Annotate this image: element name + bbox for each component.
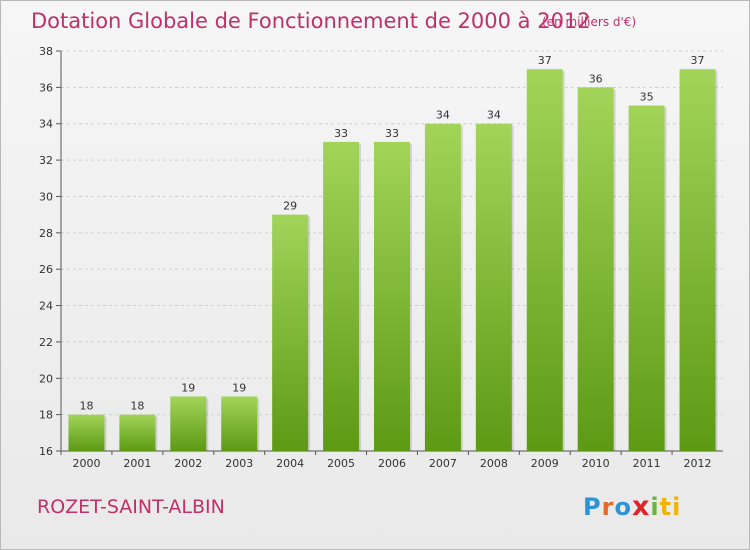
bar-value-label: 33 [334,127,348,140]
y-tick-label: 22 [39,336,53,349]
y-tick-label: 38 [39,45,53,58]
y-tick-label: 34 [39,118,53,131]
bar-value-label: 37 [538,54,552,67]
y-tick-label: 20 [39,372,53,385]
bar [119,414,156,451]
logo-letter: x [631,491,651,522]
logo-letter: o [614,493,632,521]
bar-value-label: 29 [283,200,297,213]
x-tick-label: 2002 [174,457,202,470]
x-tick-label: 2009 [531,457,559,470]
chart-title: Dotation Globale de Fonctionnement de 20… [31,9,591,33]
bar [170,396,207,451]
bar [526,69,563,451]
y-tick-label: 24 [39,300,53,313]
y-tick-label: 32 [39,154,53,167]
logo-letter: i [650,493,660,521]
bar [221,396,258,451]
bar-value-label: 33 [385,127,399,140]
y-tick-label: 26 [39,263,53,276]
y-tick-label: 36 [39,81,53,94]
y-tick-label: 16 [39,445,53,458]
bar [424,123,461,452]
x-tick-label: 2003 [225,457,253,470]
x-tick-label: 2006 [378,457,406,470]
x-tick-label: 2005 [327,457,355,470]
bar-value-label: 34 [487,109,501,122]
proxiti-logo[interactable]: Proxiti [583,491,681,522]
bar-value-label: 18 [130,400,144,413]
bar-value-label: 34 [436,109,450,122]
logo-letter: ti [659,493,682,521]
y-tick-label: 18 [39,409,53,422]
logo-letter: r [601,493,615,521]
bar [679,69,716,451]
bar-value-label: 18 [79,400,93,413]
bar [374,141,410,451]
bar-value-label: 19 [181,381,195,394]
x-tick-label: 2011 [633,457,661,470]
bar-value-label: 35 [640,91,654,104]
y-tick-label: 28 [39,227,53,240]
x-tick-label: 2004 [276,457,304,470]
bar-value-label: 36 [589,72,603,85]
x-tick-label: 2012 [684,457,712,470]
x-tick-label: 2001 [123,457,151,470]
bar-value-label: 19 [232,381,246,394]
commune-name: ROZET-SAINT-ALBIN [37,496,225,518]
bar [272,214,309,451]
bar [323,141,360,451]
x-tick-label: 2010 [582,457,610,470]
bar [475,123,512,452]
y-tick-label: 30 [39,190,53,203]
x-tick-label: 2000 [72,457,100,470]
x-tick-label: 2007 [429,457,457,470]
x-tick-label: 2008 [480,457,508,470]
chart-subtitle: (en milliers d'€) [542,15,637,29]
bar-value-label: 37 [691,54,705,67]
bar [628,105,665,451]
bar [577,87,614,451]
bar [68,414,105,451]
logo-letter: P [583,493,602,521]
